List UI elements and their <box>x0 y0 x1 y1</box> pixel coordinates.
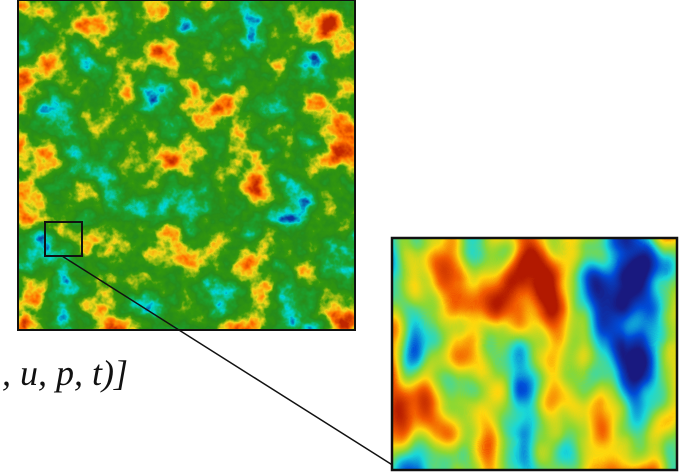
zoomed-field <box>392 238 677 470</box>
page: , u, p, t)] (() => { const data = JSON.p… <box>0 0 679 473</box>
formula-fragment: , u, p, t)] <box>2 353 128 393</box>
turbulence-field <box>18 0 355 330</box>
slide: , u, p, t)] <box>0 0 679 473</box>
